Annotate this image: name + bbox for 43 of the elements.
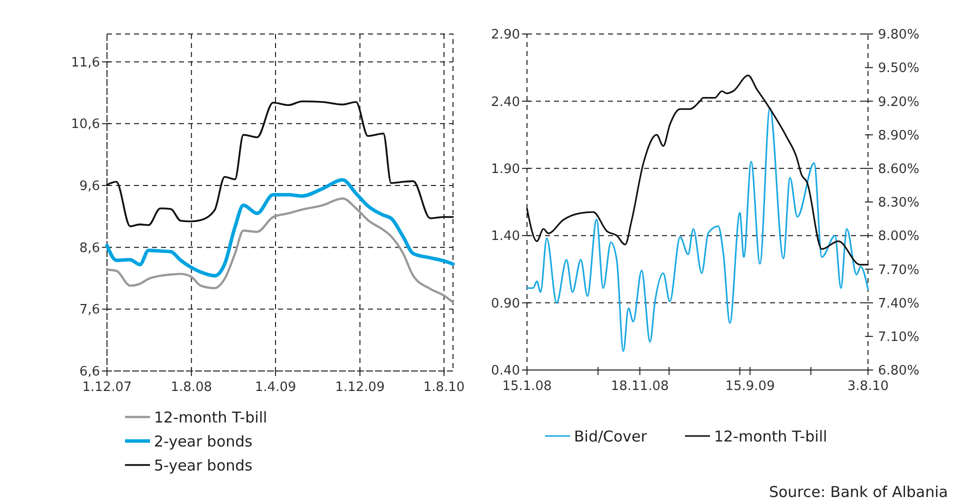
legend-label: 2-year bonds	[154, 432, 253, 450]
line-series	[526, 107, 869, 352]
y-tick-label: 9,6	[79, 179, 100, 194]
y2-tick-label: 8.90%	[878, 128, 920, 144]
y-tick-label: 10,6	[71, 117, 100, 132]
line-series	[106, 100, 454, 228]
y2-tick-label: 9.20%	[878, 94, 920, 110]
y2-tick-label: 9.80%	[878, 28, 920, 43]
y2-tick-label: 8.30%	[878, 196, 920, 211]
y-tick-label: 0.40	[491, 364, 520, 379]
y-tick-label: 8,6	[79, 240, 100, 256]
y-tick-label: 7,6	[79, 302, 100, 318]
y2-tick-label: 7.10%	[878, 330, 920, 345]
x-tick-label: 15.1.08	[502, 379, 552, 394]
x-tick-label: 1.12.07	[82, 380, 132, 395]
x-tick-label: 1.8.10	[423, 380, 465, 395]
legend-label: Bid/Cover	[574, 427, 648, 446]
legend-label: 5-year bonds	[154, 456, 253, 474]
y-tick-label: 11,6	[71, 55, 100, 70]
x-tick-label: 18.11.08	[610, 379, 669, 394]
legend-label: 12-month T-bill	[714, 427, 828, 446]
legend-label: 12-month T-bill	[154, 408, 268, 426]
y-tick-label: 1.40	[491, 229, 520, 244]
y-tick-label: 0.90	[491, 296, 520, 312]
y2-tick-label: 9.50%	[878, 61, 920, 76]
x-tick-label: 1.12.09	[335, 380, 385, 395]
y-tick-label: 6,6	[79, 364, 100, 380]
y2-tick-label: 7.40%	[878, 296, 920, 312]
line-series	[526, 74, 869, 266]
y2-tick-label: 8.00%	[878, 229, 920, 244]
y2-tick-label: 6.80%	[878, 364, 920, 379]
x-tick-label: 3.8.10	[847, 379, 889, 394]
line-series	[105, 178, 455, 278]
y2-tick-label: 8.60%	[878, 162, 920, 177]
source-note: Source: Bank of Albania	[768, 483, 948, 501]
y-tick-label: 2.40	[491, 94, 520, 110]
x-tick-label: 15.9.09	[725, 379, 775, 394]
y-tick-label: 2.90	[491, 28, 520, 43]
y-tick-label: 1.90	[491, 162, 520, 177]
x-tick-label: 1.8.08	[170, 380, 212, 395]
y2-tick-label: 7.70%	[878, 262, 920, 278]
line-series	[106, 197, 454, 304]
x-tick-label: 1.4.09	[254, 380, 296, 395]
